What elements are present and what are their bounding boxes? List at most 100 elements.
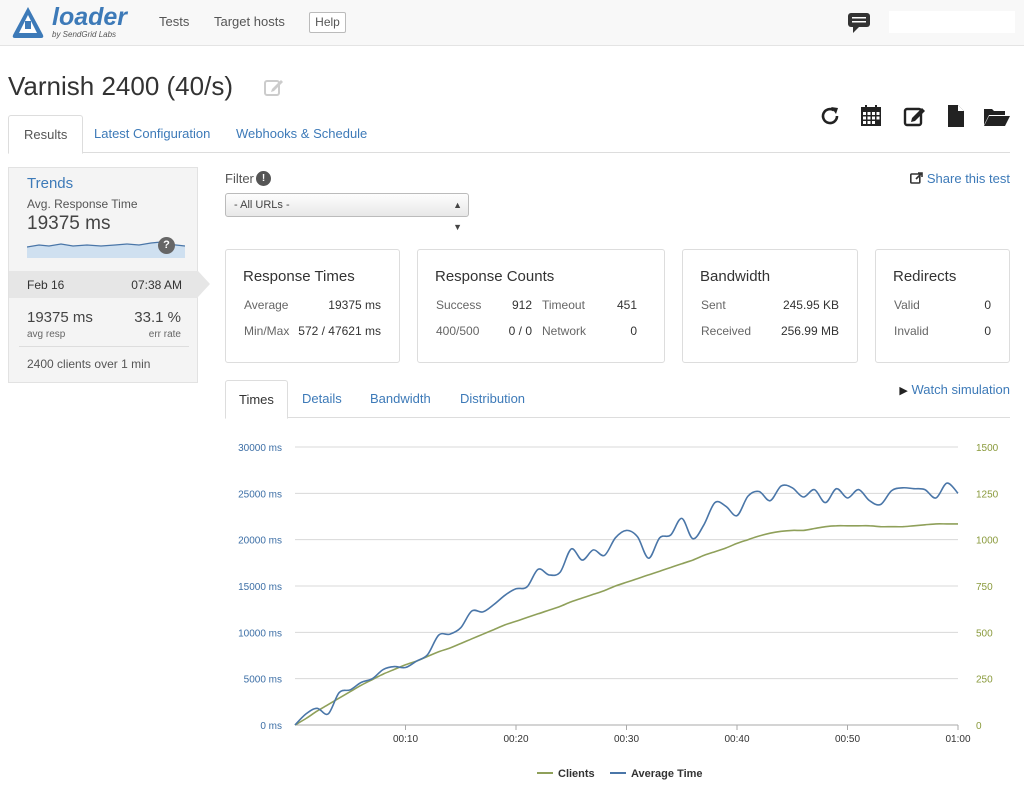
bandwidth-card: Bandwidth Sent 245.95 KB Received 256.99… [682, 249, 858, 363]
y-tick-label-right: 500 [976, 628, 993, 639]
run-err-rate-value: 33.1 % [134, 309, 181, 326]
logo-subtitle: by SendGrid Labs [52, 30, 117, 39]
y-tick-label-left: 5000 ms [244, 675, 282, 686]
received-value: 256.99 MB [780, 324, 839, 338]
y-tick-label-right: 750 [976, 582, 993, 593]
nav-tests[interactable]: Tests [159, 14, 190, 29]
card-title: Response Times [243, 268, 355, 285]
y-tick-label-right: 1000 [976, 536, 999, 547]
sent-value: 245.95 KB [782, 298, 839, 312]
trends-metric-value: 19375 ms [27, 213, 111, 234]
errors-value: 0 / 0 [508, 324, 532, 338]
tab-webhooks-schedule[interactable]: Webhooks & Schedule [236, 126, 368, 141]
trends-metric-label: Avg. Response Time [27, 197, 138, 211]
select-arrows-icon: ▲ ▼ [453, 200, 462, 232]
x-tick-label: 00:30 [614, 734, 639, 745]
card-title: Bandwidth [700, 268, 771, 285]
y-tick-label-left: 10000 ms [238, 628, 282, 639]
results-subtabs: Times Details Bandwidth Distribution [225, 380, 1010, 419]
url-filter-value: - All URLs - [234, 199, 290, 211]
user-box[interactable] [889, 11, 1015, 33]
edit-icon[interactable] [263, 76, 285, 98]
tab-distribution[interactable]: Distribution [460, 391, 526, 406]
y-tick-label-right: 1500 [976, 443, 999, 454]
page-title: Varnish 2400 (40/s) [8, 71, 233, 101]
watch-simulation-link[interactable]: ▶ Watch simulation [899, 382, 1010, 397]
valid-value: 0 [984, 298, 991, 312]
minmax-label: Min/Max [244, 324, 290, 338]
card-title: Response Counts [435, 268, 555, 285]
divider [19, 346, 189, 347]
minmax-value: 572 / 47621 ms [298, 324, 381, 338]
y-tick-label-right: 0 [976, 721, 982, 732]
share-icon [910, 172, 924, 184]
tab-times[interactable]: Times [225, 380, 288, 419]
refresh-icon[interactable] [818, 104, 842, 128]
invalid-label: Invalid [894, 324, 929, 338]
x-tick-label: 00:20 [503, 734, 528, 745]
times-chart: 0 ms 0 5000 ms 250 10000 ms 500 15000 ms 750 200… [238, 443, 999, 780]
filter-label: Filter [225, 171, 254, 186]
top-navbar: loader by SendGrid Labs Tests Target hos… [0, 0, 1024, 46]
x-tick-label: 00:10 [393, 734, 418, 745]
run-err-rate-label: err rate [148, 329, 181, 340]
average-label: Average [244, 298, 289, 312]
y-tick-label-left: 30000 ms [238, 443, 282, 454]
timeout-label: Timeout [542, 298, 585, 312]
timeout-value: 451 [616, 298, 637, 312]
help-button[interactable]: Help [309, 12, 346, 33]
y-tick-label-right: 250 [976, 675, 993, 686]
y-tick-label-left: 20000 ms [238, 536, 282, 547]
y-tick-label-left: 15000 ms [238, 582, 282, 593]
legend-average-time-label: Average Time [631, 768, 703, 780]
y-tick-label-right: 1250 [976, 489, 999, 500]
watch-simulation-label: Watch simulation [911, 382, 1011, 397]
run-time: 07:38 AM [131, 278, 182, 292]
folder-open-icon[interactable] [983, 104, 1010, 128]
edit-icon[interactable] [903, 104, 927, 128]
run-avg-resp-value: 19375 ms [27, 309, 93, 326]
tab-details[interactable]: Details [302, 391, 342, 406]
run-clients-mid: clients over [57, 357, 118, 371]
tab-results[interactable]: Results [8, 115, 84, 154]
logo-text[interactable]: loader [52, 3, 128, 31]
legend-clients-label: Clients [558, 768, 595, 780]
x-tick-label: 00:50 [835, 734, 860, 745]
run-duration: 1 [121, 357, 128, 371]
card-title: Redirects [893, 268, 957, 285]
tab-bandwidth[interactable]: Bandwidth [370, 391, 431, 406]
logo-icon[interactable] [10, 5, 46, 41]
comment-icon[interactable] [848, 13, 870, 33]
run-avg-resp-label: avg resp [27, 329, 66, 340]
trends-panel: Trends Avg. Response Time 19375 ms ? Feb… [8, 167, 210, 383]
file-icon[interactable] [944, 104, 968, 128]
share-test-link[interactable]: Share this test [910, 171, 1010, 186]
run-duration-unit: min [131, 357, 151, 371]
x-tick-label: 00:40 [724, 734, 749, 745]
clients-series-line [294, 523, 958, 726]
calendar-icon[interactable] [859, 104, 883, 128]
url-filter-select[interactable]: - All URLs - ▲ ▼ [225, 193, 469, 232]
response-counts-card: Response Counts Success 912 Timeout 451 … [417, 249, 665, 363]
valid-label: Valid [894, 298, 920, 312]
received-label: Received [701, 324, 752, 338]
run-clients-summary: 2400 clients over 1 min [27, 357, 150, 371]
main-tabs: Results Latest Configuration Webhooks & … [8, 115, 1010, 154]
trends-help-icon[interactable]: ? [158, 237, 175, 254]
run-row-pointer [198, 271, 210, 297]
y-tick-label-left: 0 ms [260, 721, 282, 732]
nav-target-hosts[interactable]: Target hosts [214, 14, 285, 29]
play-icon: ▶ [899, 385, 908, 397]
average-value: 19375 ms [328, 298, 381, 312]
trend-run-row[interactable]: Feb 16 07:38 AM [9, 271, 198, 298]
success-value: 912 [511, 298, 532, 312]
run-date: Feb 16 [27, 278, 65, 292]
invalid-value: 0 [984, 324, 991, 338]
redirects-card: Redirects Valid 0 Invalid 0 [875, 249, 1010, 363]
trends-title[interactable]: Trends [27, 175, 74, 192]
tab-latest-configuration[interactable]: Latest Configuration [94, 126, 211, 141]
run-clients: 2400 [27, 357, 54, 371]
filter-info-icon[interactable]: ! [256, 171, 271, 186]
response-times-card: Response Times Average 19375 ms Min/Max … [225, 249, 400, 363]
average-time-series-line [294, 482, 959, 726]
